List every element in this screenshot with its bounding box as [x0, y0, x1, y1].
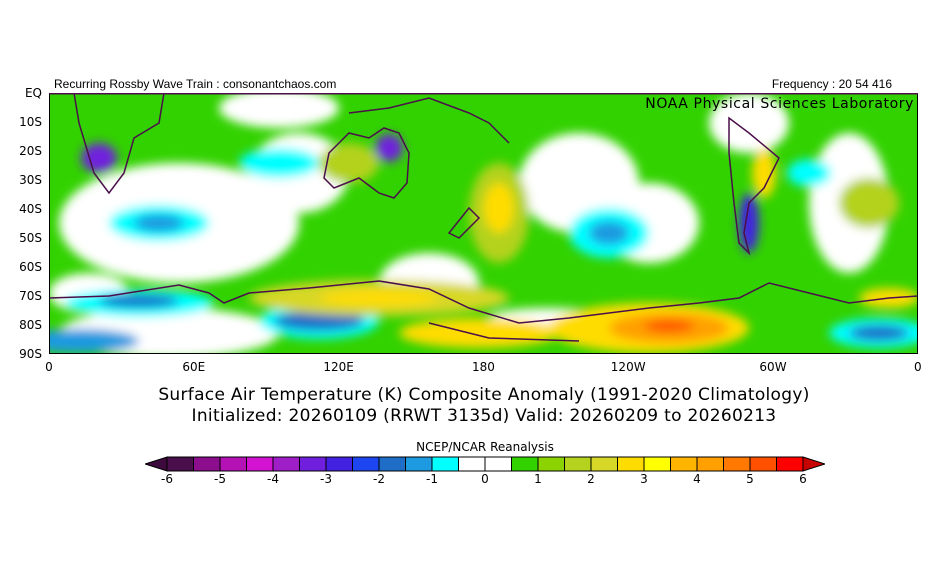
lon-label: 180	[471, 360, 495, 374]
lon-label: 0	[913, 360, 922, 374]
header-frequency: Frequency : 20 54 416	[771, 77, 892, 91]
lat-label: 50S	[19, 231, 42, 245]
colorbar-swatch	[617, 456, 645, 472]
colorbar-swatch	[484, 456, 512, 472]
colorbar-tick-label: 0	[481, 472, 489, 486]
colorbar-swatch	[749, 456, 777, 472]
colorbar-tick-label: -5	[214, 472, 226, 486]
colorbar-tick-label: -6	[161, 472, 173, 486]
colorbar-over-arrow	[802, 456, 825, 472]
colorbar-swatch	[723, 456, 751, 472]
colorbar-swatch	[776, 456, 804, 472]
colorbar-tick-label: 3	[640, 472, 648, 486]
colorbar-under-arrow	[145, 456, 168, 472]
coastlines	[49, 93, 918, 342]
colorbar-swatch	[405, 456, 433, 472]
colorbar-tick-label: -3	[320, 472, 332, 486]
colorbar-tick-label: -2	[373, 472, 385, 486]
lat-label: 10S	[19, 115, 42, 129]
colorbar-swatches	[145, 456, 825, 472]
colorbar-tick-label: -4	[267, 472, 279, 486]
header-source: Recurring Rossby Wave Train : consonantc…	[54, 77, 337, 91]
lat-label: 40S	[19, 202, 42, 216]
lon-label: 120E	[323, 360, 354, 374]
colorbar-swatch	[378, 456, 406, 472]
colorbar: NCEP/NCAR Reanalysis -6 -5 -4 -3 -2 -1 0 1 2 3 4 5 6	[145, 440, 825, 490]
colorbar-tick-label: 2	[587, 472, 595, 486]
lat-label: EQ	[24, 86, 42, 100]
colorbar-tick-label: 6	[799, 472, 807, 486]
lat-label: 70S	[19, 289, 42, 303]
colorbar-swatch	[458, 456, 486, 472]
lon-label: 60W	[759, 360, 787, 374]
colorbar-swatch	[590, 456, 618, 472]
lat-label: 60S	[19, 260, 42, 274]
colorbar-swatch	[166, 456, 194, 472]
colorbar-swatch	[537, 456, 565, 472]
colorbar-swatch	[431, 456, 459, 472]
colorbar-swatch	[643, 456, 671, 472]
colorbar-swatch	[696, 456, 724, 472]
map-title: Surface Air Temperature (K) Composite An…	[158, 385, 810, 405]
colorbar-swatch	[246, 456, 274, 472]
anomaly-field	[49, 93, 918, 354]
colorbar-swatch	[299, 456, 327, 472]
lon-label: 120W	[610, 360, 646, 374]
colorbar-swatch	[193, 456, 221, 472]
colorbar-swatch	[272, 456, 300, 472]
lon-label: 0	[45, 360, 53, 374]
map-subtitle: Initialized: 20260109 (RRWT 3135d) Valid…	[191, 406, 777, 426]
colorbar-tick-label: 1	[534, 472, 542, 486]
colorbar-swatch	[511, 456, 539, 472]
lon-label: 60E	[182, 360, 206, 374]
colorbar-swatch	[325, 456, 353, 472]
lat-label: 30S	[19, 173, 42, 187]
lat-label: 20S	[19, 144, 42, 158]
colorbar-tick-label: 4	[693, 472, 701, 486]
colorbar-swatch	[219, 456, 247, 472]
colorbar-tick-label: -1	[426, 472, 438, 486]
colorbar-swatch	[352, 456, 380, 472]
colorbar-tick-label: 5	[746, 472, 754, 486]
lat-label: 80S	[19, 318, 42, 332]
colorbar-swatch	[564, 456, 592, 472]
anomaly-map	[49, 93, 918, 354]
colorbar-swatch	[670, 456, 698, 472]
colorbar-title: NCEP/NCAR Reanalysis	[416, 440, 554, 454]
lat-label: 90S	[19, 347, 42, 361]
lab-label: NOAA Physical Sciences Laboratory	[645, 96, 914, 112]
